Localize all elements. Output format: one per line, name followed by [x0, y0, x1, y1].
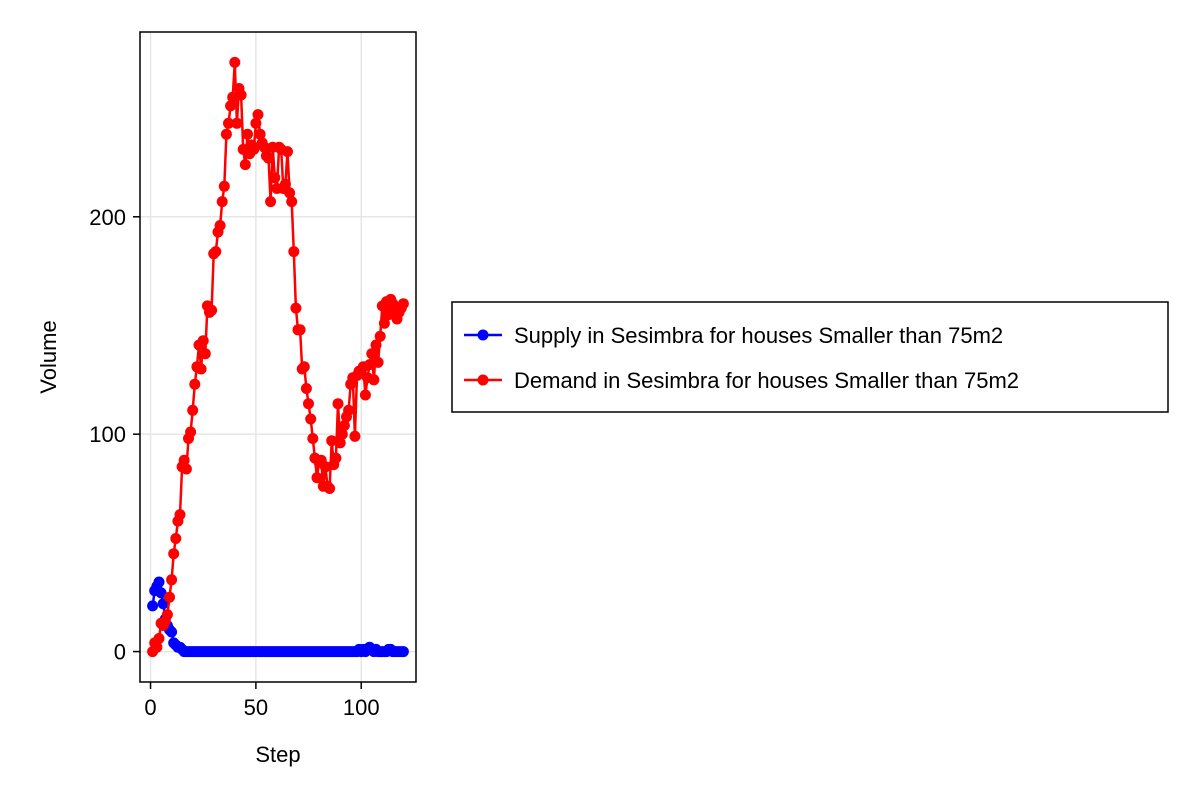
- data-point: [239, 159, 251, 171]
- legend-label: Demand in Sesimbra for houses Smaller th…: [514, 368, 1019, 393]
- data-point: [372, 356, 384, 368]
- data-point: [319, 461, 331, 473]
- data-point: [153, 576, 165, 588]
- data-point: [336, 428, 348, 440]
- data-point: [303, 398, 314, 410]
- legend-swatch-marker: [477, 329, 489, 341]
- data-point: [282, 146, 293, 158]
- data-point: [248, 143, 260, 155]
- data-point: [250, 117, 262, 129]
- data-point: [263, 152, 274, 164]
- data-point: [214, 220, 226, 231]
- data-point: [338, 420, 350, 431]
- data-point: [180, 463, 192, 475]
- y-tick-label: 0: [114, 640, 126, 665]
- series-layer: [147, 56, 409, 658]
- data-point: [370, 339, 382, 351]
- legend-label: Supply in Sesimbra for houses Smaller th…: [514, 323, 1003, 348]
- data-point: [258, 141, 270, 153]
- data-point: [286, 196, 298, 208]
- data-point: [155, 587, 167, 599]
- data-point: [343, 404, 355, 416]
- y-tick-label: 100: [89, 422, 126, 447]
- data-point: [294, 324, 306, 336]
- data-point: [170, 533, 182, 544]
- series-line: [151, 580, 404, 653]
- data-point: [397, 646, 409, 658]
- data-point: [161, 609, 173, 621]
- data-point: [206, 304, 218, 316]
- legend-item: Supply in Sesimbra for houses Smaller th…: [464, 323, 1003, 348]
- data-point: [166, 626, 178, 638]
- data-point: [210, 246, 222, 258]
- series-0: [147, 576, 409, 658]
- data-point: [334, 437, 346, 449]
- axis-ticks: 0 50 100 0 100 200: [89, 205, 379, 720]
- data-point: [164, 591, 175, 603]
- x-tick-label: 100: [343, 695, 380, 720]
- data-point: [307, 433, 319, 444]
- data-point: [305, 413, 317, 425]
- data-point: [168, 548, 180, 560]
- data-point: [231, 117, 243, 129]
- data-point: [223, 117, 234, 129]
- series-1: [147, 56, 409, 658]
- data-point: [185, 426, 197, 438]
- data-point: [254, 128, 266, 140]
- data-point: [359, 389, 371, 401]
- data-point: [218, 180, 230, 192]
- data-point: [378, 317, 390, 329]
- data-point: [195, 363, 207, 375]
- data-point: [311, 472, 323, 484]
- data-point: [229, 56, 241, 68]
- legend-box: [451, 301, 1169, 413]
- data-point: [300, 383, 312, 394]
- grid-lines: [140, 32, 416, 682]
- legend: Supply in Sesimbra for houses Smaller th…: [451, 301, 1169, 413]
- data-point: [364, 359, 376, 371]
- data-point: [374, 330, 386, 342]
- legend-item: Demand in Sesimbra for houses Smaller th…: [464, 368, 1019, 393]
- y-axis-title: Volume: [36, 320, 61, 393]
- data-point: [197, 335, 209, 347]
- legend-swatch-marker: [477, 374, 489, 386]
- data-point: [178, 454, 190, 466]
- data-point: [153, 633, 165, 644]
- y-tick-label: 200: [89, 205, 126, 230]
- data-point: [199, 348, 211, 360]
- data-point: [252, 109, 264, 121]
- data-point: [220, 128, 232, 140]
- x-axis-title: Step: [255, 742, 300, 767]
- data-point: [216, 196, 228, 208]
- data-point: [332, 398, 344, 410]
- x-tick-label: 0: [144, 695, 156, 720]
- data-point: [298, 361, 310, 373]
- data-point: [366, 348, 378, 360]
- data-point: [189, 378, 201, 390]
- data-point: [330, 452, 342, 464]
- data-point: [147, 600, 159, 612]
- data-point: [290, 302, 302, 314]
- data-point: [324, 483, 336, 494]
- data-point: [397, 298, 409, 310]
- data-point: [166, 574, 178, 586]
- data-point: [151, 641, 163, 653]
- data-point: [279, 178, 291, 190]
- data-point: [227, 91, 239, 103]
- data-point: [288, 246, 300, 258]
- x-tick-label: 50: [244, 695, 268, 720]
- data-point: [349, 430, 361, 442]
- data-point: [187, 404, 199, 416]
- data-point: [242, 128, 253, 140]
- data-point: [174, 509, 186, 521]
- data-point: [265, 196, 277, 208]
- data-point: [269, 172, 281, 184]
- data-point: [284, 187, 296, 199]
- plot-frame: [139, 31, 417, 683]
- data-point: [368, 374, 380, 386]
- data-point: [225, 100, 237, 112]
- data-point: [326, 435, 338, 447]
- data-point: [235, 89, 247, 101]
